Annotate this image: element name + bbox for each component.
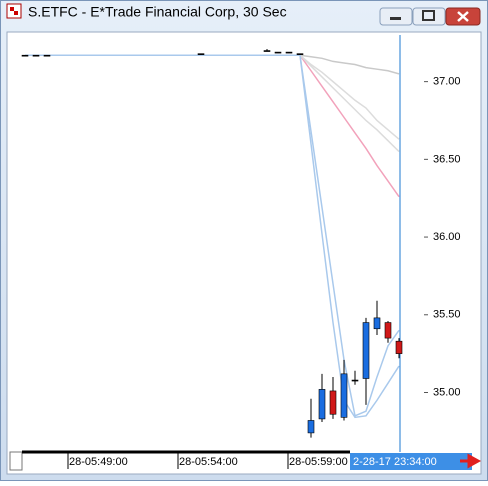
chart-area — [6, 31, 482, 475]
y-tick-label: 37.00 — [433, 76, 461, 88]
y-tick-label: 36.00 — [433, 231, 461, 243]
candle-body — [329, 390, 337, 415]
candle-body — [285, 51, 293, 54]
candle-body — [263, 50, 271, 52]
candle-body — [362, 322, 370, 379]
candle-body — [32, 54, 40, 57]
x-tick-label: 28-05:54:00 — [179, 456, 238, 468]
scroll-right-arrow[interactable] — [460, 453, 482, 469]
candle-body — [373, 317, 381, 330]
maximize-button[interactable] — [412, 7, 446, 26]
candle-body — [274, 51, 282, 54]
cursor-label-bg — [350, 453, 472, 470]
candle-body — [197, 53, 205, 55]
candle-body — [384, 322, 392, 339]
x-tick-label: 28-05:59:00 — [289, 456, 348, 468]
app-icon-dot — [10, 7, 14, 11]
minimize-icon — [390, 17, 401, 20]
cursor-label: 2-28-17 23:34:00 — [353, 456, 437, 468]
x-tick-label: 28-05:49:00 — [69, 456, 128, 468]
y-tick-label: 35.00 — [433, 386, 461, 398]
close-icon — [457, 11, 469, 22]
y-tick-label: 35.50 — [433, 309, 461, 321]
candle-body — [296, 53, 304, 55]
window-title: S.ETFC - E*Trade Financial Corp, 30 Sec — [28, 4, 287, 20]
candle-body — [351, 379, 359, 382]
overlay-line — [25, 54, 400, 419]
candle-body — [395, 340, 403, 354]
plot: 35.00 35.50 36.00 36.50 37.00 28-05:49:00 28-0… — [21, 35, 472, 470]
app-icon-dot — [14, 11, 18, 15]
candle-body — [307, 420, 315, 434]
candle-body — [318, 389, 326, 420]
y-tick-label: 36.50 — [433, 153, 461, 165]
minimize-button[interactable] — [379, 7, 413, 26]
maximize-icon — [422, 10, 435, 21]
scroll-box[interactable] — [9, 451, 23, 471]
candle-body — [340, 373, 348, 418]
candle-body — [21, 54, 29, 57]
candle-body — [43, 54, 51, 57]
